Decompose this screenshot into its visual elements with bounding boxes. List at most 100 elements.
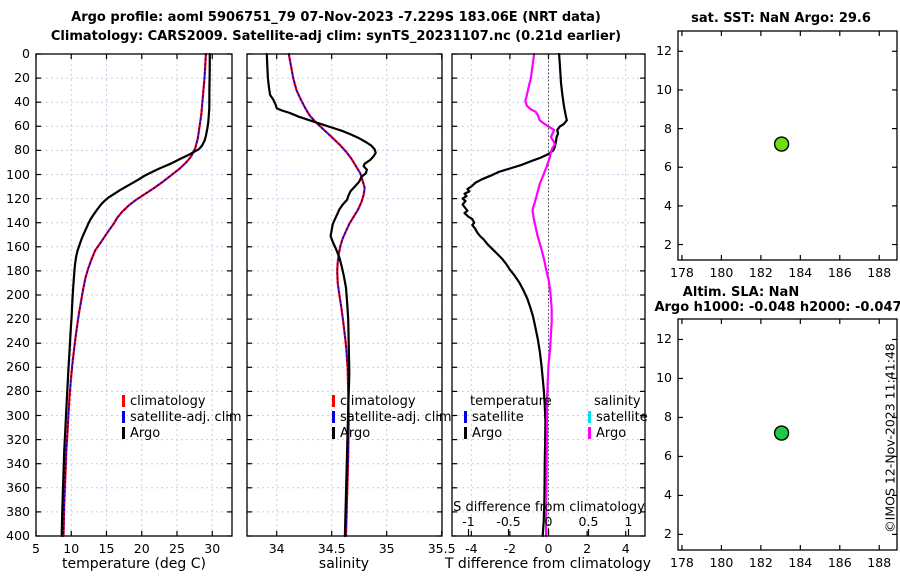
argo-s-color-bar — [588, 427, 591, 439]
x-tick-label: 0 — [544, 541, 553, 556]
x-tick-label: 188 — [867, 555, 892, 570]
y-tick-label: 200 — [6, 287, 30, 302]
legend-label: satellite — [596, 409, 648, 425]
y-tick-label: 20 — [14, 70, 30, 86]
x-tick-label: 25 — [169, 541, 185, 556]
y-tick-label: 12 — [656, 43, 672, 59]
y-tick-label: 40 — [14, 94, 30, 110]
satellite-s-color-bar — [588, 411, 591, 423]
climatology-color-bar — [332, 395, 335, 407]
x-tick-label: 182 — [748, 555, 773, 570]
s-axis-tick-label: -1 — [462, 514, 475, 529]
x-tick-label: 5 — [32, 541, 40, 556]
y-tick-label: 2 — [664, 526, 672, 542]
y-tick-label: 0 — [22, 46, 30, 61]
y-tick-label: 4 — [664, 197, 672, 213]
legend-sal-climatology: climatology — [332, 393, 416, 409]
y-tick-label: 260 — [6, 359, 30, 375]
legend-header-temperature: temperature — [470, 394, 552, 409]
x-tick-label: 35 — [378, 541, 395, 556]
x-tick-label: 178 — [670, 555, 694, 570]
sst-panel-title: sat. SST: NaN Argo: 29.6 — [691, 11, 871, 26]
x-tick-label: 186 — [827, 555, 852, 570]
y-tick-label: 180 — [6, 262, 30, 278]
x-tick-label: 180 — [709, 265, 734, 280]
legend-label: Argo — [472, 425, 503, 441]
y-tick-label: 100 — [6, 166, 30, 182]
y-tick-label: 120 — [6, 190, 30, 206]
y-tick-label: 240 — [6, 335, 30, 351]
y-tick-label: 8 — [664, 409, 672, 425]
sla-panel-title-line2: Argo h1000: -0.048 h2000: -0.047 — [654, 300, 900, 315]
legend-temp-satellite-adj: satellite-adj. clim — [122, 409, 242, 425]
legend-label: climatology — [340, 393, 416, 409]
x-tick-label: 34.5 — [317, 541, 346, 556]
x-tick-label: 34 — [268, 541, 285, 556]
legend-diff-s-satellite: satellite — [588, 409, 648, 425]
y-tick-label: 2 — [664, 236, 672, 252]
x-tick-label: 184 — [788, 265, 813, 280]
legend-label: climatology — [130, 393, 206, 409]
xlabel-temperature: temperature (deg C) — [62, 556, 206, 572]
legend-sal-satellite-adj: satellite-adj. clim — [332, 409, 452, 425]
legend-label: satellite — [472, 409, 524, 425]
y-tick-label: 80 — [14, 142, 30, 158]
argo-t-color-bar — [464, 427, 467, 439]
sla-panel-title-line1: Altim. SLA: NaN — [682, 285, 800, 300]
imos-credit: ©IMOS 12-Nov-2023 11:41:48 — [882, 343, 898, 533]
legend-temp-climatology: climatology — [122, 393, 206, 409]
y-tick-label: 320 — [6, 431, 30, 447]
x-tick-label: -4 — [465, 541, 478, 556]
x-tick-label: -2 — [503, 541, 517, 556]
xlabel-salinity: salinity — [318, 556, 370, 572]
y-tick-label: 300 — [6, 407, 30, 423]
legend-label: Argo — [130, 425, 161, 441]
y-tick-label: 10 — [656, 370, 672, 386]
legend-label: satellite-adj. clim — [340, 409, 452, 425]
legend-diff-t-satellite: satellite — [464, 409, 524, 425]
x-tick-label: 180 — [709, 555, 734, 570]
x-tick-label: 35.5 — [427, 541, 456, 556]
x-tick-label: 20 — [133, 541, 150, 556]
x-tick-label: 30 — [204, 541, 221, 556]
x-tick-label: 10 — [63, 541, 80, 556]
x-tick-label: 178 — [670, 265, 694, 280]
y-tick-label: 60 — [14, 118, 30, 134]
y-tick-label: 380 — [6, 503, 30, 519]
xlabel-t-difference: T difference from climatology — [444, 556, 652, 572]
legend-diff-t-argo: Argo — [464, 425, 503, 441]
x-tick-label: 184 — [788, 555, 813, 570]
s-axis-tick-label: 0.5 — [578, 514, 599, 529]
y-tick-label: 4 — [664, 487, 672, 503]
x-tick-label: 182 — [748, 265, 773, 280]
y-tick-label: 140 — [6, 214, 30, 230]
s-axis-tick-label: 0 — [544, 514, 553, 529]
legend-label: satellite-adj. clim — [130, 409, 242, 425]
x-tick-label: 2 — [583, 541, 592, 556]
legend-temp-argo: Argo — [122, 425, 161, 441]
y-tick-label: 360 — [6, 479, 30, 495]
s-axis-tick-label: -0.5 — [496, 514, 521, 529]
y-tick-label: 160 — [6, 238, 30, 254]
x-tick-label: 4 — [621, 541, 630, 556]
y-tick-label: 8 — [664, 120, 672, 136]
figure-title-line1: Argo profile: aoml 5906751_79 07-Nov-202… — [71, 10, 601, 25]
satellite-t-color-bar — [464, 411, 467, 423]
climatology-color-bar — [122, 395, 125, 407]
y-tick-label: 6 — [664, 448, 672, 464]
satellite-adj-color-bar — [332, 411, 335, 423]
y-tick-label: 6 — [664, 159, 672, 175]
y-tick-label: 12 — [656, 331, 672, 347]
s-axis-tick-label: 1 — [624, 514, 633, 529]
legend-label: Argo — [340, 425, 371, 441]
y-tick-label: 220 — [6, 311, 30, 327]
argo-color-bar — [122, 427, 125, 439]
y-tick-label: 10 — [656, 81, 672, 97]
legend-label: Argo — [596, 425, 627, 441]
figure-title-line2: Climatology: CARS2009. Satellite-adj cli… — [50, 29, 622, 44]
x-tick-label: 15 — [98, 541, 115, 556]
x-tick-label: 186 — [827, 265, 852, 280]
s-difference-axis-label: S difference from climatology — [453, 500, 645, 515]
